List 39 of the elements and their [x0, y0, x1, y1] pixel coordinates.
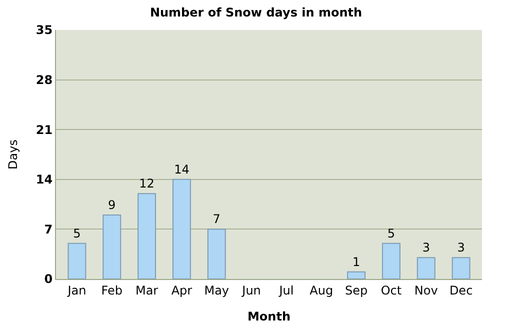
y-tick-label: 28 [36, 73, 53, 87]
y-tick-label: 7 [44, 222, 53, 236]
x-tick-label: May [204, 283, 230, 298]
data-label: 3 [422, 240, 430, 255]
data-label: 3 [457, 240, 465, 255]
x-axis-title: Month [247, 309, 291, 324]
bar [172, 178, 191, 279]
bar [452, 257, 470, 279]
x-tick-label: Sep [344, 283, 368, 298]
y-tick-label: 35 [36, 23, 53, 38]
x-tick-label: Nov [414, 283, 438, 298]
bar [416, 257, 436, 279]
data-label: 1 [352, 254, 360, 269]
y-axis-title: Days [6, 140, 20, 170]
y-tick-label: 0 [44, 272, 53, 286]
chart-title: Number of Snow days in month [150, 6, 362, 20]
bar [207, 228, 226, 279]
y-tick-label: 14 [36, 172, 53, 187]
x-tick-label: Oct [380, 283, 402, 298]
data-label: 5 [387, 226, 396, 240]
x-tick-label: Jun [241, 283, 261, 298]
x-tick-label: Dec [449, 283, 473, 298]
data-label: 5 [73, 226, 81, 240]
data-label: 7 [212, 212, 220, 226]
x-tick-label: Mar [135, 283, 158, 298]
data-label: 14 [174, 162, 190, 176]
bar [102, 214, 122, 279]
x-tick-label: Jul [278, 283, 294, 298]
bar [68, 242, 86, 279]
bar [382, 242, 400, 279]
x-tick-label: Jan [66, 283, 86, 298]
x-tick-label: Aug [310, 283, 334, 298]
bar [138, 193, 156, 279]
x-tick-label: Apr [171, 283, 192, 298]
y-tick-label: 21 [36, 122, 53, 137]
bar [347, 271, 366, 279]
x-tick-label: Feb [101, 283, 122, 298]
data-label: 9 [108, 198, 116, 212]
data-label: 12 [139, 176, 154, 191]
